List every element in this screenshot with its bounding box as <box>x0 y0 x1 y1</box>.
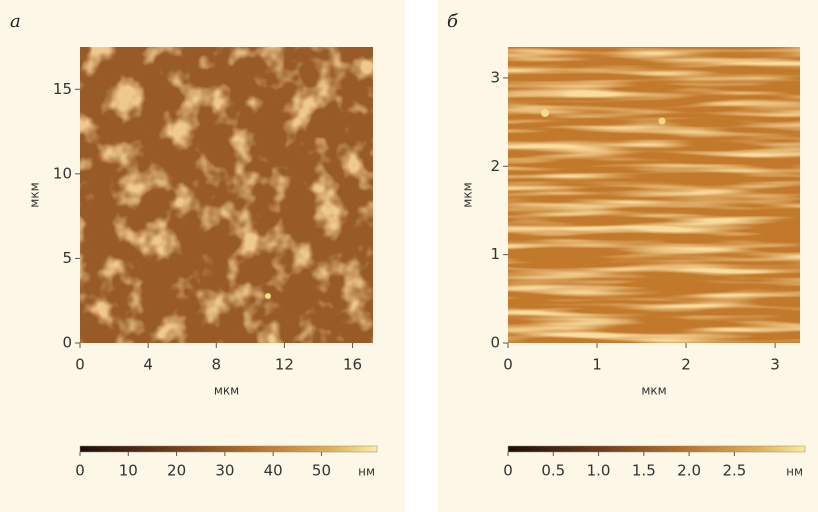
colorbar <box>507 445 806 453</box>
colorbar-tick-label: 1.5 <box>632 462 656 480</box>
colorbar-tick-label: 2.0 <box>677 462 701 480</box>
afm-particle <box>658 117 666 125</box>
colorbar-tick-label: 0 <box>503 462 513 480</box>
panel-label: б <box>447 11 459 32</box>
y-tick-label: 15 <box>53 80 72 98</box>
afm-particle <box>541 109 549 117</box>
y-tick-label: 0 <box>62 334 72 352</box>
colorbar-tick-label: 40 <box>264 462 283 480</box>
x-tick-label: 8 <box>212 356 222 374</box>
panel-label: a <box>10 11 21 32</box>
colorbar <box>79 445 378 453</box>
x-tick-label: 12 <box>275 356 294 374</box>
y-tick-label: 2 <box>490 157 500 175</box>
colorbar-tick-label: 0 <box>75 462 85 480</box>
y-axis-label: мкм <box>461 182 475 207</box>
colorbar-tick-label: 30 <box>215 462 234 480</box>
colorbar-tick-label: 20 <box>167 462 186 480</box>
x-tick-label: 16 <box>343 356 362 374</box>
colorbar-tick-label: 0.5 <box>541 462 565 480</box>
afm-particle <box>265 293 271 299</box>
afm-islands <box>80 47 373 343</box>
y-tick-label: 0 <box>490 334 500 352</box>
colorbar-tick-label: 1.0 <box>587 462 611 480</box>
colorbar-unit: нм <box>786 465 803 479</box>
x-tick-label: 0 <box>75 356 85 374</box>
colorbar-unit: нм <box>358 465 375 479</box>
x-tick-label: 3 <box>770 356 780 374</box>
colorbar-tick-label: 50 <box>312 462 331 480</box>
colorbar-tick-label: 10 <box>119 462 138 480</box>
x-tick-label: 4 <box>143 356 153 374</box>
y-axis-label: мкм <box>28 182 42 207</box>
x-axis-label: мкм <box>214 384 239 398</box>
x-tick-label: 1 <box>592 356 602 374</box>
y-tick-label: 5 <box>62 249 72 267</box>
y-tick-label: 3 <box>490 68 500 86</box>
x-tick-label: 0 <box>503 356 513 374</box>
x-axis-label: мкм <box>641 384 666 398</box>
afm-terraces <box>508 47 800 343</box>
x-tick-label: 2 <box>681 356 691 374</box>
y-tick-label: 1 <box>490 245 500 263</box>
y-tick-label: 10 <box>53 164 72 182</box>
colorbar-tick-label: 2.5 <box>722 462 746 480</box>
